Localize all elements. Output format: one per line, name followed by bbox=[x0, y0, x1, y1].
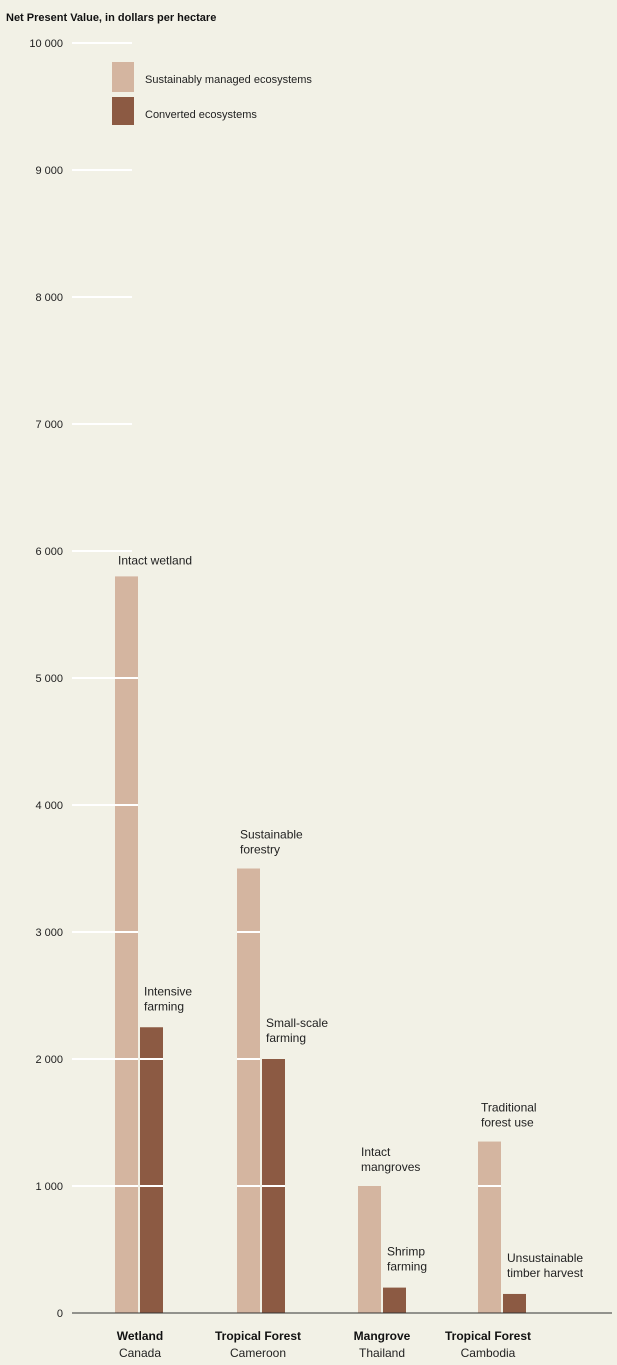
bar-annotation-converted-1: Intensive farming bbox=[144, 984, 192, 1013]
annotation-line: farming bbox=[144, 999, 184, 1013]
bar-sustainable-4 bbox=[478, 1141, 501, 1313]
legend-label-sustainable: Sustainably managed ecosystems bbox=[145, 74, 312, 86]
x-category-name: Mangrove bbox=[354, 1329, 411, 1343]
x-category-name: Tropical Forest bbox=[445, 1329, 531, 1343]
bar-converted-4 bbox=[503, 1293, 526, 1313]
y-tick-label: 5 000 bbox=[35, 673, 63, 685]
y-axis-ticks: 0 1 000 2 000 3 000 4 000 5 000 6 000 7 000 8 00… bbox=[29, 38, 63, 1320]
annotation-line: mangroves bbox=[361, 1160, 420, 1174]
x-category-country: Canada bbox=[119, 1346, 161, 1360]
y-tick-label: 10 000 bbox=[29, 38, 63, 50]
bar-annotation-sustainable-2: Sustainable forestry bbox=[240, 828, 303, 857]
x-axis-labels: Wetland Canada Tropical Forest Cameroon Mang… bbox=[117, 1329, 531, 1360]
annotation-line: Intact wetland bbox=[118, 553, 192, 567]
annotation-line: forest use bbox=[481, 1116, 534, 1130]
annotation-line: Small-scale bbox=[266, 1016, 328, 1030]
annotation-line: timber harvest bbox=[507, 1266, 584, 1280]
bar-annotation-converted-3: Shrimp farming bbox=[387, 1245, 427, 1274]
legend-swatch-converted bbox=[112, 97, 134, 125]
y-tick-label: 8 000 bbox=[35, 292, 63, 304]
bar-annotation-sustainable-3: Intact mangroves bbox=[361, 1145, 420, 1174]
y-tick-label: 9 000 bbox=[35, 165, 63, 177]
bar-sustainable-3 bbox=[358, 1186, 381, 1313]
annotation-line: Intensive bbox=[144, 984, 192, 998]
x-category-country: Cameroon bbox=[230, 1346, 286, 1360]
annotation-line: farming bbox=[387, 1260, 427, 1274]
annotation-line: Sustainable bbox=[240, 828, 303, 842]
x-category-country: Cambodia bbox=[461, 1346, 516, 1360]
x-category-name: Wetland bbox=[117, 1329, 163, 1343]
bar-sustainable-1 bbox=[115, 576, 138, 1313]
annotation-line: farming bbox=[266, 1031, 306, 1045]
y-tick-label: 4 000 bbox=[35, 800, 63, 812]
annotation-line: forestry bbox=[240, 843, 280, 857]
bar-converted-3 bbox=[383, 1287, 406, 1313]
annotation-line: Intact bbox=[361, 1145, 391, 1159]
bar-annotation-sustainable-1: Intact wetland bbox=[118, 553, 192, 567]
y-tick-label: 6 000 bbox=[35, 546, 63, 558]
legend: Sustainably managed ecosystems Converted… bbox=[112, 62, 312, 125]
annotation-line: Shrimp bbox=[387, 1245, 425, 1259]
x-category-name: Tropical Forest bbox=[215, 1329, 301, 1343]
y-tick-label: 7 000 bbox=[35, 419, 63, 431]
bar-sustainable-2 bbox=[237, 868, 260, 1313]
bar-annotation-converted-4: Unsustainable timber harvest bbox=[507, 1251, 584, 1280]
y-tick-label: 1 000 bbox=[35, 1181, 63, 1193]
bar-converted-1 bbox=[140, 1027, 163, 1313]
x-category-country: Thailand bbox=[359, 1346, 405, 1360]
legend-label-converted: Converted ecosystems bbox=[145, 109, 257, 121]
bars bbox=[115, 576, 526, 1313]
annotation-line: Traditional bbox=[481, 1101, 537, 1115]
legend-swatch-sustainable bbox=[112, 62, 134, 92]
y-axis-title: Net Present Value, in dollars per hectar… bbox=[6, 12, 216, 24]
bar-annotation-sustainable-4: Traditional forest use bbox=[481, 1101, 537, 1130]
bar-annotation-converted-2: Small-scale farming bbox=[266, 1016, 328, 1045]
grid-lines bbox=[72, 42, 132, 1187]
y-tick-label: 0 bbox=[57, 1308, 63, 1320]
y-tick-label: 2 000 bbox=[35, 1054, 63, 1066]
annotation-line: Unsustainable bbox=[507, 1251, 583, 1265]
y-tick-label: 3 000 bbox=[35, 927, 63, 939]
